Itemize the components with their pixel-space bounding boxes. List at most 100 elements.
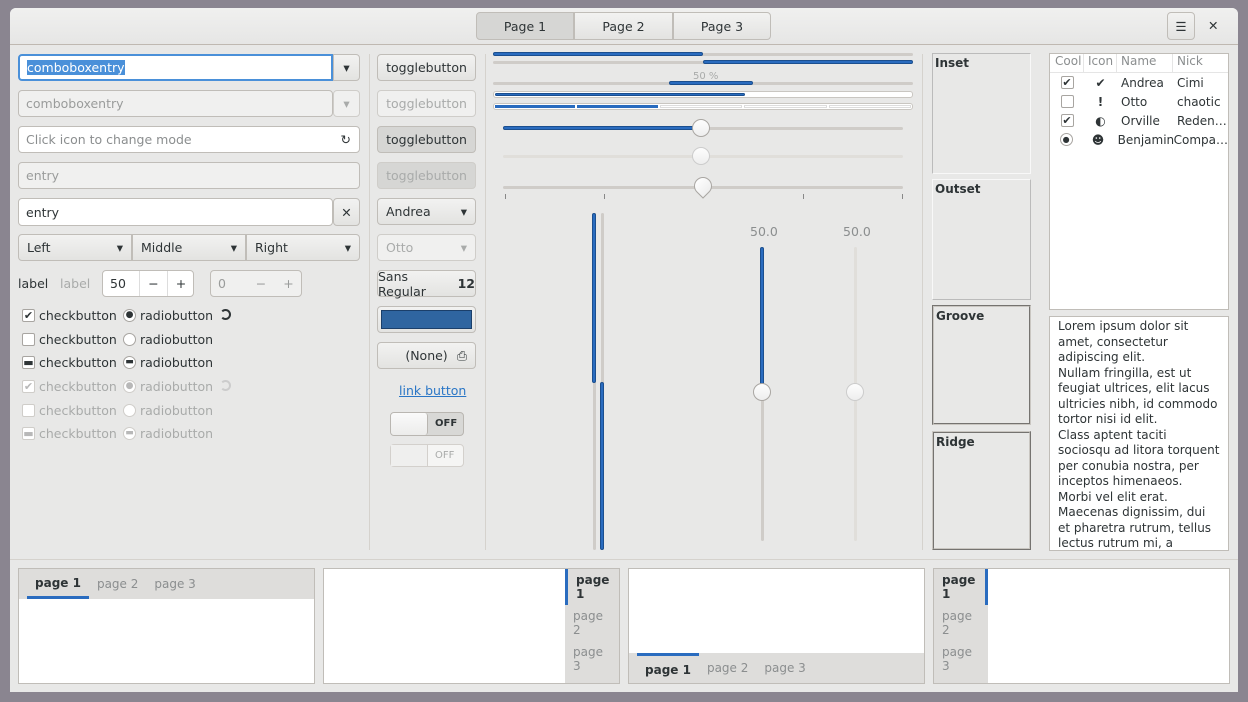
spin-button-disabled: 0 − + (210, 270, 302, 297)
font-button[interactable]: Sans Regular 12 (377, 269, 476, 299)
checkbutton[interactable]: checkbutton (22, 332, 117, 347)
column-header-icon[interactable]: Icon (1084, 54, 1117, 72)
tree-row[interactable]: ✔ ✔ Andrea Cimi (1050, 73, 1228, 92)
scale-knob (846, 383, 864, 401)
scale-knob[interactable] (690, 173, 716, 199)
row-name: Benjamin (1117, 132, 1175, 147)
mixed-icon: ▬ (22, 427, 35, 440)
label-disabled: label (60, 276, 91, 291)
column-header-name[interactable]: Name (1117, 54, 1173, 72)
cool-toggle[interactable] (1050, 95, 1084, 108)
tab-page-2[interactable]: page 2 (96, 577, 139, 591)
toggle-button[interactable]: togglebutton (377, 54, 476, 81)
frame-ridge: Ridge (932, 431, 1031, 550)
mode-entry[interactable]: Click icon to change mode ↻ (18, 126, 360, 153)
tab-page-2[interactable]: page 2 (942, 609, 972, 637)
notebook-bottom: page 1 page 2 page 3 (628, 568, 925, 684)
file-chooser-button[interactable]: (None) ⎙ (377, 342, 476, 369)
spin-button[interactable]: 50− + (102, 270, 194, 297)
tab-page-3[interactable]: page 3 (764, 661, 806, 675)
plus-icon[interactable]: + (167, 271, 194, 296)
toggle-button-active[interactable]: togglebutton (377, 126, 476, 153)
tab-page-1[interactable]: page 1 (637, 653, 699, 683)
tab-page-2[interactable]: page 2 (706, 661, 749, 675)
combo-middle[interactable]: Middle ▾ (132, 234, 246, 261)
cool-toggle[interactable]: ✔ (1050, 76, 1084, 89)
tab-page-3[interactable]: Page 3 (673, 12, 771, 40)
vertical-scale[interactable] (753, 247, 771, 541)
scale-marks[interactable] (503, 173, 903, 199)
text-paragraph: Morbi vel elit erat. Maecenas dignissim,… (1058, 489, 1212, 551)
tab-strip: page 1 page 2 page 3 (629, 653, 924, 683)
link-button[interactable]: link button (399, 383, 467, 398)
radio-on-icon: ● (123, 380, 136, 393)
label: radiobutton (140, 426, 214, 441)
row-icon: ◐ (1095, 113, 1106, 128)
combo-right[interactable]: Right ▾ (246, 234, 360, 261)
tree-header: Cool Icon Name Nick (1050, 54, 1228, 73)
text-view[interactable]: Lorem ipsum dolor sit amet, consectetur … (1049, 316, 1229, 551)
plus-icon: + (283, 276, 294, 291)
vertical-scale-disabled (846, 247, 864, 541)
tree-view[interactable]: Cool Icon Name Nick ✔ ✔ Andrea Cimi ! Ot… (1049, 53, 1229, 310)
scale[interactable] (503, 119, 903, 137)
chevron-down-icon: ▾ (460, 240, 467, 255)
switch[interactable]: OFF (390, 412, 464, 436)
tab-page-1[interactable]: Page 1 (476, 12, 574, 40)
cool-toggle[interactable]: ✔ (1050, 114, 1084, 127)
chevron-down-icon[interactable]: ▾ (333, 54, 360, 81)
label: Otto (386, 240, 414, 255)
combo-andrea[interactable]: Andrea ▾ (377, 198, 476, 225)
checkbutton[interactable]: ✔ checkbutton (22, 308, 117, 323)
row-nick: chaotic (1177, 94, 1221, 109)
hamburger-icon[interactable]: ☰ (1167, 12, 1195, 40)
frame-groove: Groove (932, 305, 1031, 425)
close-icon[interactable]: ✕ (1208, 18, 1219, 33)
radio-on-icon: ● (123, 309, 136, 322)
tab-page-2[interactable]: page 2 (573, 609, 603, 637)
level-block (659, 105, 743, 108)
level-bar-discrete (493, 103, 913, 110)
tab-page-3[interactable]: page 3 (942, 645, 972, 673)
cool-toggle[interactable]: ● (1050, 133, 1082, 146)
scale-fill (760, 247, 764, 392)
combo-otto: Otto ▾ (377, 234, 476, 261)
column-header-nick[interactable]: Nick (1177, 54, 1203, 68)
switch-handle (391, 445, 428, 466)
scale-knob[interactable] (753, 383, 771, 401)
column-header-cool[interactable]: Cool (1050, 54, 1084, 72)
tree-row[interactable]: ! Otto chaotic (1050, 92, 1228, 111)
progress-bar (493, 52, 913, 56)
radiobutton[interactable]: radiobutton (123, 332, 213, 347)
combobox-entry[interactable]: comboboxentry (18, 54, 333, 81)
checkbutton-disabled: checkbutton (22, 403, 117, 418)
tree-row[interactable]: ✔ ◐ Orville Reden… (1050, 111, 1228, 130)
tab-page-1[interactable]: page 1 (565, 569, 619, 605)
toggle-button-active-disabled: togglebutton (377, 162, 476, 189)
radiobutton[interactable]: ▬ radiobutton (123, 355, 213, 370)
radiobutton[interactable]: ● radiobutton (123, 308, 213, 323)
scale-tick (505, 194, 506, 199)
tab-page-2[interactable]: Page 2 (574, 12, 673, 40)
tab-page-3[interactable]: page 3 (573, 645, 603, 673)
label: checkbutton (39, 308, 117, 323)
frame-inset: Inset (932, 53, 1031, 174)
combo-left[interactable]: Left ▾ (18, 234, 132, 261)
spinner-icon (220, 309, 231, 320)
tab-page-1[interactable]: page 1 (27, 569, 89, 599)
placeholder: Click icon to change mode (26, 132, 192, 147)
tab-page-1[interactable]: page 1 (934, 569, 988, 605)
entry[interactable]: entry (18, 198, 333, 226)
tab-page-3[interactable]: page 3 (154, 577, 196, 591)
checkbutton[interactable]: ▬ checkbutton (22, 355, 117, 370)
scale-knob[interactable] (692, 119, 710, 137)
scale-tick (902, 194, 903, 199)
notebook-top: page 1 page 2 page 3 (18, 568, 315, 684)
refresh-icon[interactable]: ↻ (340, 132, 351, 147)
color-button[interactable] (377, 306, 476, 333)
tree-row[interactable]: ● ☻ Benjamin Compa… (1050, 130, 1228, 149)
unchecked-icon (22, 333, 35, 346)
progress-bar-pulse (493, 81, 913, 85)
clear-icon[interactable]: ✕ (333, 198, 360, 226)
minus-icon[interactable]: − (139, 271, 167, 296)
